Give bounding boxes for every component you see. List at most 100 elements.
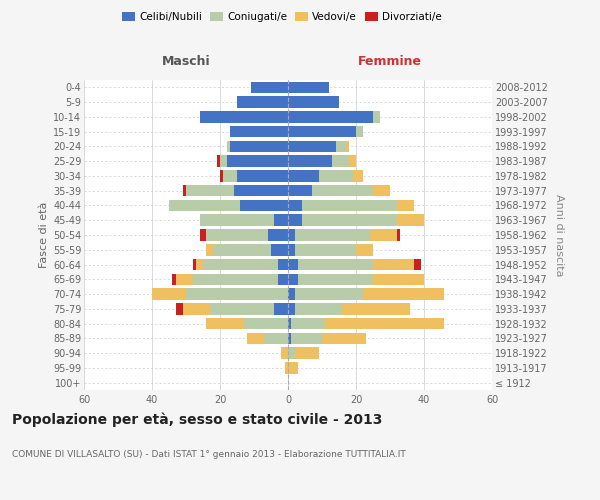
Bar bbox=[274, 214, 288, 226]
Bar bbox=[397, 229, 400, 241]
Bar bbox=[363, 288, 445, 300]
Bar bbox=[220, 156, 227, 167]
Bar bbox=[332, 156, 349, 167]
Y-axis label: Fasce di età: Fasce di età bbox=[38, 202, 49, 268]
Bar bbox=[302, 200, 397, 211]
Bar bbox=[298, 274, 373, 285]
Bar bbox=[295, 288, 363, 300]
Bar bbox=[244, 318, 288, 330]
Bar bbox=[356, 126, 363, 138]
Bar bbox=[295, 229, 370, 241]
Text: Femmine: Femmine bbox=[358, 55, 422, 68]
Bar bbox=[182, 303, 210, 314]
Bar bbox=[312, 185, 373, 196]
Bar bbox=[288, 185, 312, 196]
Bar bbox=[295, 303, 343, 314]
Bar bbox=[295, 244, 356, 256]
Y-axis label: Anni di nascita: Anni di nascita bbox=[554, 194, 565, 276]
Bar bbox=[288, 348, 295, 359]
Bar bbox=[200, 229, 206, 241]
Bar bbox=[414, 259, 421, 270]
Bar bbox=[288, 200, 302, 211]
Bar bbox=[349, 156, 356, 167]
Bar bbox=[193, 274, 278, 285]
Bar bbox=[241, 200, 288, 211]
Bar bbox=[217, 156, 220, 167]
Bar bbox=[223, 170, 237, 181]
Bar bbox=[322, 332, 366, 344]
Bar bbox=[288, 111, 373, 122]
Bar bbox=[196, 259, 203, 270]
Bar bbox=[247, 332, 264, 344]
Bar bbox=[319, 170, 353, 181]
Bar bbox=[288, 214, 302, 226]
Bar bbox=[227, 140, 230, 152]
Bar bbox=[169, 200, 241, 211]
Bar bbox=[373, 259, 414, 270]
Bar bbox=[200, 111, 288, 122]
Bar bbox=[335, 140, 346, 152]
Bar bbox=[288, 96, 339, 108]
Bar bbox=[298, 259, 373, 270]
Bar bbox=[186, 288, 288, 300]
Bar bbox=[274, 303, 288, 314]
Bar bbox=[220, 170, 223, 181]
Bar bbox=[281, 348, 288, 359]
Bar bbox=[373, 274, 424, 285]
Bar bbox=[176, 303, 182, 314]
Bar bbox=[206, 229, 268, 241]
Bar bbox=[230, 126, 288, 138]
Bar bbox=[288, 303, 295, 314]
Bar bbox=[264, 332, 288, 344]
Bar bbox=[288, 362, 298, 374]
Bar bbox=[237, 96, 288, 108]
Bar bbox=[353, 170, 363, 181]
Legend: Celibi/Nubili, Coniugati/e, Vedovi/e, Divorziati/e: Celibi/Nubili, Coniugati/e, Vedovi/e, Di… bbox=[118, 8, 446, 26]
Bar bbox=[172, 274, 176, 285]
Bar bbox=[200, 214, 274, 226]
Bar bbox=[292, 332, 322, 344]
Bar bbox=[152, 288, 186, 300]
Bar bbox=[268, 229, 288, 241]
Bar bbox=[373, 111, 380, 122]
Bar bbox=[230, 140, 288, 152]
Bar bbox=[278, 259, 288, 270]
Bar bbox=[278, 274, 288, 285]
Bar bbox=[288, 318, 292, 330]
Bar bbox=[213, 244, 271, 256]
Bar bbox=[397, 200, 414, 211]
Bar bbox=[182, 185, 186, 196]
Bar bbox=[227, 156, 288, 167]
Bar bbox=[288, 170, 319, 181]
Bar bbox=[233, 185, 288, 196]
Bar bbox=[373, 185, 390, 196]
Bar bbox=[356, 244, 373, 256]
Bar bbox=[302, 214, 397, 226]
Bar bbox=[288, 274, 298, 285]
Bar bbox=[288, 156, 332, 167]
Bar bbox=[203, 259, 278, 270]
Bar bbox=[206, 318, 244, 330]
Bar bbox=[288, 288, 295, 300]
Bar bbox=[397, 214, 424, 226]
Bar bbox=[186, 185, 233, 196]
Bar bbox=[292, 318, 325, 330]
Bar bbox=[346, 140, 349, 152]
Text: COMUNE DI VILLASALTO (SU) - Dati ISTAT 1° gennaio 2013 - Elaborazione TUTTITALIA: COMUNE DI VILLASALTO (SU) - Dati ISTAT 1… bbox=[12, 450, 406, 459]
Bar bbox=[288, 259, 298, 270]
Bar bbox=[288, 229, 295, 241]
Bar bbox=[288, 332, 292, 344]
Bar bbox=[210, 303, 274, 314]
Bar bbox=[237, 170, 288, 181]
Bar bbox=[251, 82, 288, 93]
Text: Popolazione per età, sesso e stato civile - 2013: Popolazione per età, sesso e stato civil… bbox=[12, 412, 382, 427]
Bar bbox=[206, 244, 213, 256]
Bar bbox=[271, 244, 288, 256]
Bar bbox=[325, 318, 445, 330]
Bar bbox=[288, 82, 329, 93]
Bar bbox=[284, 362, 288, 374]
Bar bbox=[193, 259, 196, 270]
Bar bbox=[343, 303, 410, 314]
Bar bbox=[176, 274, 193, 285]
Bar bbox=[370, 229, 397, 241]
